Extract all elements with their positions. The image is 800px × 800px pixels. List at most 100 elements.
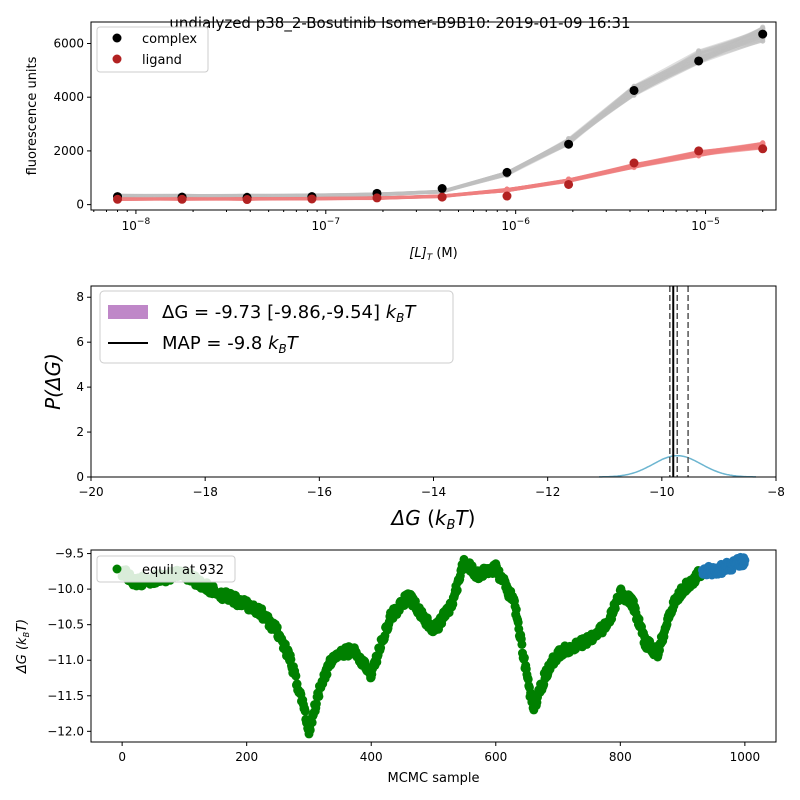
complex-point [629,85,639,95]
ligand-point [758,144,768,154]
trace-point [311,699,321,709]
legend: equil. at 932 [96,555,236,583]
complex-point [564,139,574,149]
y-axis-label: P(ΔG) [41,353,65,410]
model-band-line [117,29,764,198]
y-tick-label: −11.0 [47,653,84,667]
legend: ΔG = -9.73 [-9.86,-9.54] kBT MAP = -9.8 k… [99,290,454,364]
free-energy-distribution-panel: 0 2 4 6 8 −20 −18 −16 −14 −12 −10 −8 ΔG (kBT) P(ΔG) ΔG… [41,285,785,533]
y-tick-label: 4 [76,380,84,394]
ligand-point [629,158,639,168]
model-band-line [117,30,764,198]
x-tick-label: −20 [78,485,103,499]
model-band-line [117,35,764,198]
model-band-line [117,35,763,198]
model-band-point [696,51,702,57]
model-band-line [117,26,764,197]
legend-marker [112,33,122,43]
x-tick-label: −8 [767,485,785,499]
trace-point [511,605,521,614]
x-tick-label: 800 [609,750,632,764]
model-band-line [117,40,763,198]
x-tick-label: 1000 [730,750,761,764]
distribution-curve [599,454,756,478]
y-tick-label: 2 [76,425,84,439]
model-band-line [117,35,763,198]
legend: complex ligand [96,26,209,73]
model-band-line [117,39,764,198]
model-band-line [117,38,763,198]
legend-label: MAP = -9.8 kBT [162,333,300,356]
model-band-line [117,33,764,198]
mcmc-trace-panel: −12.0 −11.5 −11.0 −10.5 −10.0 −9.5 0 200 400 600 8… [15,547,777,786]
y-axis-label: fluorescence units [25,56,40,175]
trace-point [610,603,620,613]
model-band-line [117,30,764,197]
trace-point [740,555,750,565]
model-band-line [117,31,764,198]
model-band-line [117,32,764,198]
binding-curve-panel: 0 2000 4000 6000 10−8 10−7 10−6 10−5 [L]T (M) flu… [25,21,777,263]
ligand-point [372,193,382,203]
y-tick-label: −10.5 [47,618,84,632]
model-band-line [117,28,764,198]
trace-point [452,585,462,595]
ligand-point [242,195,252,205]
x-tick-label: 10−7 [312,217,341,233]
x-tick-label: −18 [193,485,218,499]
trace-point [291,671,301,681]
legend-label: ligand [142,53,182,68]
legend-label: complex [142,32,197,47]
y-tick-label: −9.5 [55,547,84,561]
trace-point [300,706,310,716]
model-band-line [117,40,764,197]
axes-frame [90,21,777,211]
legend-label: equil. at 932 [142,563,224,578]
model-band-line [117,29,764,198]
x-axis-label: [L]T (M) [409,246,457,263]
y-tick-label: 2000 [53,144,84,158]
ligand-point [307,194,317,204]
trace-point [305,725,315,735]
x-axis-label: MCMC sample [388,771,480,786]
trace-point [314,691,324,701]
ligand-point [564,179,574,189]
legend-box [96,555,236,583]
x-tick-label: 10−6 [501,217,530,233]
complex-point [437,184,447,194]
trace-point [517,639,527,649]
model-band-line [117,32,764,198]
model-band-line [117,28,764,198]
model-band-line [117,35,764,197]
x-tick-label: −10 [649,485,674,499]
legend-patch [108,305,148,319]
model-band-line [117,30,764,198]
y-tick-label: 0 [76,198,84,212]
axes-frame [90,549,777,743]
y-tick-label: 6000 [53,36,84,50]
complex-point [694,56,704,66]
legend-marker [112,54,122,64]
x-tick-label: 200 [235,750,258,764]
model-band-line [117,32,764,198]
model-band-line [117,27,764,198]
model-band-line [117,34,763,198]
y-tick-label: −10.0 [47,582,84,596]
model-band-line [117,36,764,198]
model-band-line [117,30,764,198]
trace-point [448,599,458,609]
complex-point [502,167,512,177]
ligand-point [502,191,512,201]
ligand-point [437,192,447,202]
trace-point [272,622,282,632]
trace-point [322,669,332,679]
model-band-line [117,26,764,198]
x-tick-label: −12 [535,485,560,499]
ligand-point [113,194,123,204]
legend-box [99,290,454,364]
y-tick-label: 8 [76,290,84,304]
model-band-line [117,31,764,198]
model-band-line [117,35,764,198]
model-band-line [117,30,764,198]
model-band-line [117,29,764,198]
